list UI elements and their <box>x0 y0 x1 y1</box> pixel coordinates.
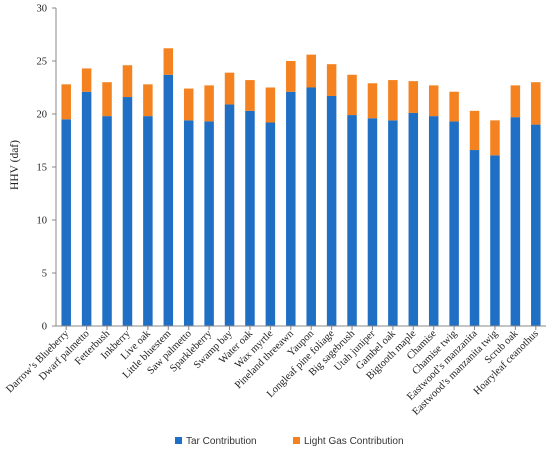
y-tick-label: 10 <box>37 216 48 227</box>
bar-light-gas-contribution <box>286 61 296 92</box>
bar-light-gas-contribution <box>408 81 419 113</box>
bar-tar-contribution <box>265 122 276 326</box>
bar-light-gas-contribution <box>367 83 378 119</box>
bar-tar-contribution <box>122 97 133 326</box>
bar-tar-contribution <box>408 112 419 326</box>
bar-tar-contribution <box>510 117 521 327</box>
bar-light-gas-contribution <box>224 72 235 105</box>
bar-light-gas-contribution <box>143 84 153 117</box>
bar-series <box>61 48 541 327</box>
bar-light-gas-contribution <box>102 82 112 117</box>
bar-tar-contribution <box>286 91 296 327</box>
bar-light-gas-contribution <box>531 82 541 125</box>
bar-light-gas-contribution <box>183 88 194 121</box>
bar-light-gas-contribution <box>122 65 133 98</box>
bar-tar-contribution <box>306 87 316 326</box>
bar-light-gas-contribution <box>61 84 71 120</box>
bar-tar-contribution <box>245 110 255 326</box>
legend-swatch-tar <box>175 437 182 444</box>
y-tick-label: 5 <box>42 269 47 280</box>
y-tick-label: 20 <box>37 110 48 121</box>
legend-swatch-light-gas <box>293 437 300 444</box>
bar-tar-contribution <box>388 120 398 326</box>
y-tick-label: 25 <box>37 57 48 68</box>
bar-light-gas-contribution <box>449 91 459 122</box>
bar-tar-contribution <box>61 119 71 326</box>
bar-light-gas-contribution <box>490 120 500 156</box>
y-tick-label: 15 <box>37 163 48 174</box>
bar-light-gas-contribution <box>347 74 357 116</box>
bar-light-gas-contribution <box>326 64 337 96</box>
bar-tar-contribution <box>347 115 357 326</box>
bar-tar-contribution <box>428 116 439 327</box>
bar-tar-contribution <box>204 121 214 326</box>
y-axis: 0 5 10 15 20 25 30 <box>37 4 57 333</box>
bar-light-gas-contribution <box>469 110 480 151</box>
bar-tar-contribution <box>326 95 337 326</box>
y-tick-label: 30 <box>37 4 48 15</box>
bar-light-gas-contribution <box>428 85 439 117</box>
legend-label-tar: Tar Contribution <box>186 436 257 447</box>
y-tick-label: 0 <box>42 322 47 333</box>
bar-light-gas-contribution <box>388 80 398 121</box>
bar-tar-contribution <box>183 120 194 326</box>
bar-light-gas-contribution <box>510 85 521 118</box>
bar-tar-contribution <box>531 124 541 326</box>
bar-light-gas-contribution <box>163 48 174 75</box>
legend-label-light-gas: Light Gas Contribution <box>304 436 404 447</box>
bar-light-gas-contribution <box>245 80 255 111</box>
bar-light-gas-contribution <box>204 85 214 122</box>
bar-light-gas-contribution <box>306 54 316 88</box>
bar-light-gas-contribution <box>265 87 276 123</box>
bar-tar-contribution <box>143 116 153 327</box>
bar-tar-contribution <box>367 118 378 327</box>
y-axis-title: HHV (daf) <box>9 140 21 190</box>
bar-tar-contribution <box>490 155 500 326</box>
bar-tar-contribution <box>449 121 459 326</box>
legend: Tar Contribution Light Gas Contribution <box>175 436 404 447</box>
bar-tar-contribution <box>102 116 112 327</box>
bar-tar-contribution <box>81 91 92 327</box>
bar-tar-contribution <box>224 104 235 327</box>
bar-tar-contribution <box>469 150 480 326</box>
bar-light-gas-contribution <box>81 68 92 92</box>
bar-tar-contribution <box>163 74 174 326</box>
